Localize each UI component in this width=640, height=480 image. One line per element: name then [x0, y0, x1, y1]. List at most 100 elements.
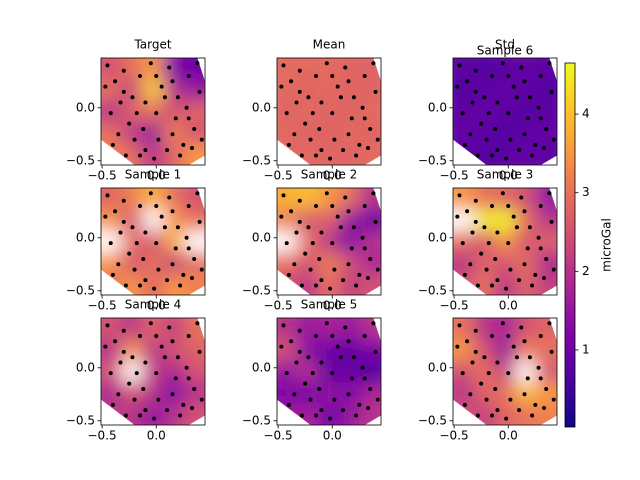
- station-point: [116, 262, 121, 267]
- station-point: [175, 95, 180, 100]
- field-cell: [184, 122, 205, 144]
- station-point: [455, 344, 460, 349]
- station-point: [544, 256, 549, 261]
- station-point: [366, 406, 370, 411]
- x-tick-label: −0.5: [88, 299, 117, 313]
- station-point: [294, 360, 299, 365]
- station-point: [500, 61, 505, 66]
- station-point: [479, 381, 484, 386]
- field-cell: [297, 209, 319, 231]
- field-cell: [318, 100, 340, 123]
- station-point: [148, 61, 153, 66]
- station-point: [143, 278, 148, 283]
- panel-title: Sample 4: [125, 298, 181, 312]
- station-point: [538, 376, 543, 381]
- x-tick-label: 0.0: [147, 299, 166, 313]
- field-cell: [360, 79, 381, 101]
- field-cell: [453, 79, 474, 101]
- contour-field: [277, 58, 381, 165]
- station-point: [549, 89, 554, 94]
- field-cell: [494, 143, 516, 165]
- station-point: [484, 397, 489, 402]
- field-cell: [536, 382, 557, 404]
- y-tick-label: −0.5: [242, 153, 271, 167]
- field-cell: [142, 122, 164, 144]
- y-tick-label: 0.0: [252, 100, 271, 114]
- station-point: [457, 63, 462, 68]
- station-point: [375, 397, 380, 402]
- station-point: [190, 146, 194, 151]
- y-tick-label: −0.5: [418, 413, 447, 427]
- field-cell: [142, 339, 164, 361]
- station-point: [289, 339, 294, 344]
- station-point: [154, 204, 159, 209]
- station-point: [162, 355, 167, 360]
- station-point: [343, 65, 348, 70]
- station-point: [310, 371, 315, 376]
- field-cell: [494, 79, 516, 101]
- station-point: [154, 74, 159, 79]
- station-point: [121, 89, 126, 94]
- station-point: [138, 153, 142, 158]
- station-point: [357, 402, 362, 407]
- station-point: [199, 137, 204, 142]
- station-point: [522, 209, 527, 214]
- station-point: [525, 376, 530, 381]
- panel-title: Sample 1: [125, 168, 181, 182]
- y-tick-label: −0.5: [242, 283, 271, 297]
- field-cell: [297, 382, 319, 404]
- station-point: [152, 286, 157, 291]
- x-tick-label: 0.0: [323, 169, 342, 183]
- station-point: [192, 256, 197, 261]
- station-point: [319, 230, 324, 235]
- station-point: [186, 74, 191, 79]
- field-cell: [515, 188, 537, 210]
- station-point: [366, 276, 370, 281]
- field-cell: [318, 339, 340, 361]
- station-point: [123, 283, 128, 288]
- station-point: [105, 63, 110, 68]
- station-point: [530, 413, 535, 418]
- station-point: [178, 153, 183, 158]
- station-point: [148, 191, 153, 196]
- field-cell: [360, 122, 381, 144]
- field-cell: [121, 339, 143, 361]
- field-cell: [277, 209, 298, 231]
- station-point: [460, 111, 465, 116]
- y-tick-label: 0.0: [252, 230, 271, 244]
- station-point: [519, 65, 524, 70]
- station-point: [130, 355, 135, 360]
- field-cell: [494, 209, 516, 231]
- station-point: [495, 360, 500, 365]
- station-point: [530, 283, 535, 288]
- station-point: [343, 325, 348, 330]
- station-point: [473, 198, 478, 203]
- station-point: [506, 111, 511, 116]
- panel: −0.5 0.0 −0.5 0.0: [242, 57, 382, 183]
- field-cell: [318, 209, 340, 231]
- station-point: [362, 204, 367, 209]
- field-cell: [473, 339, 495, 361]
- field-cell: [453, 318, 474, 340]
- station-point: [506, 241, 511, 246]
- field-cell: [163, 360, 185, 383]
- station-point: [170, 209, 175, 214]
- station-point: [308, 267, 313, 272]
- station-point: [319, 148, 324, 153]
- field-cell: [277, 188, 298, 210]
- field-cell: [163, 58, 185, 80]
- station-point: [517, 278, 522, 283]
- station-point: [375, 267, 380, 272]
- station-point: [368, 126, 373, 131]
- station-point: [354, 283, 359, 288]
- station-point: [490, 413, 494, 418]
- x-tick-label: −0.5: [264, 429, 293, 443]
- y-tick-label: −0.5: [242, 413, 271, 427]
- station-point: [330, 111, 335, 116]
- field-cell: [101, 122, 122, 144]
- station-point: [303, 251, 308, 256]
- field-cell: [536, 252, 557, 274]
- station-point: [328, 416, 333, 421]
- station-point: [538, 116, 543, 121]
- x-tick-label: −0.5: [264, 299, 293, 313]
